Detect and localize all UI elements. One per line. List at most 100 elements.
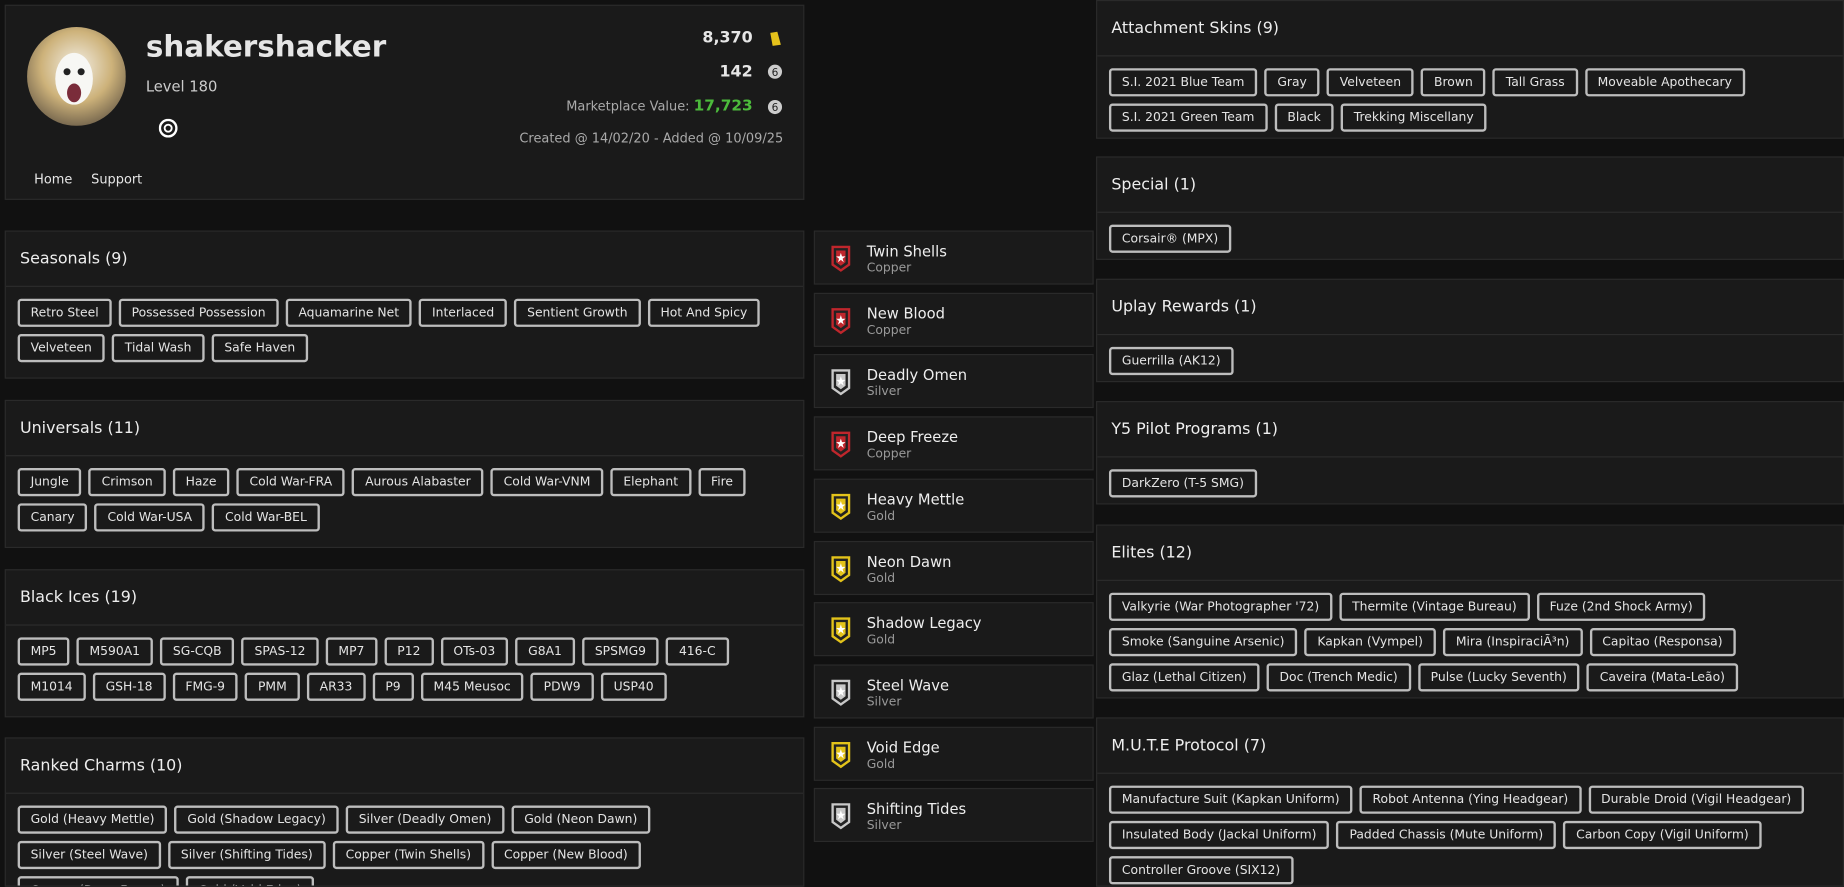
rank-card: Shadow Legacy Gold — [813, 602, 1094, 657]
rank-icon — [831, 617, 851, 644]
section-title: Y5 Pilot Programs (1) — [1097, 402, 1843, 458]
chip: Brown — [1421, 68, 1486, 97]
chip: Crimson — [88, 468, 166, 497]
rank-icon — [831, 369, 851, 396]
svg-text:6: 6 — [772, 67, 779, 79]
chip-list: Guerrilla (AK12) — [1097, 335, 1843, 381]
chip: Corsair® (MPX) — [1108, 224, 1232, 253]
chip: Pulse (Lucky Seventh) — [1417, 663, 1580, 692]
rank-icon — [831, 307, 851, 334]
chip: Moveable Apothecary — [1584, 68, 1745, 97]
chip: Robot Antenna (Ying Headgear) — [1359, 785, 1582, 814]
renown-icon — [770, 31, 781, 46]
section-panel: M.U.T.E Protocol (7) Manufacture Suit (Ka… — [1096, 717, 1844, 887]
section-title: Elites (12) — [1097, 526, 1843, 581]
chip: Kapkan (Vympel) — [1304, 627, 1436, 657]
rank-name: Steel Wave — [866, 676, 950, 694]
chip: P12 — [384, 637, 434, 666]
rank-tier: Gold — [866, 570, 896, 586]
rank-icon — [831, 679, 851, 706]
rank-name: Heavy Mettle — [866, 490, 965, 508]
chip: Durable Droid (Vigil Headgear) — [1588, 785, 1805, 814]
rank-tier: Copper — [866, 446, 912, 462]
chip: Glaz (Lethal Citizen) — [1108, 663, 1260, 692]
section-panel: Special (1) Corsair® (MPX) — [1096, 156, 1844, 260]
rank-card: Void Edge Gold — [813, 726, 1094, 781]
chip: Doc (Trench Medic) — [1266, 663, 1411, 692]
section-title: Special (1) — [1097, 158, 1843, 213]
chip: FMG-9 — [172, 672, 238, 701]
svg-text:6: 6 — [772, 102, 779, 114]
chip: Fire — [698, 468, 746, 497]
chip-list: Manufacture Suit (Kapkan Uniform) Robot A… — [1097, 774, 1843, 886]
chip: Gold (Void Edge) — [185, 876, 315, 886]
chip: M45 Meusoc — [420, 672, 524, 701]
section-panel: Seasonals (9) Retro Steel Possessed Posses… — [4, 230, 805, 379]
chip: Silver (Shifting Tides) — [167, 840, 326, 870]
chip: DarkZero (T-5 SMG) — [1108, 469, 1257, 498]
rank-icon — [831, 431, 851, 458]
chip: Tall Grass — [1492, 68, 1578, 97]
chip: Black — [1274, 103, 1334, 132]
chip: PDW9 — [530, 672, 594, 701]
chip: Haze — [172, 468, 230, 497]
chip: Valkyrie (War Photographer '72) — [1108, 592, 1333, 621]
chip: Guerrilla (AK12) — [1108, 346, 1234, 376]
chip: GSH-18 — [92, 672, 166, 701]
nav-link[interactable]: Home — [34, 171, 73, 187]
chip: Copper (Twin Shells) — [332, 840, 484, 870]
rank-icon — [831, 803, 851, 830]
chip: Sentient Growth — [514, 298, 641, 327]
chip: Canary — [17, 503, 88, 532]
rank-name: Deep Freeze — [866, 428, 959, 446]
chip: Interlaced — [419, 298, 508, 327]
chip: SPSMG9 — [581, 637, 659, 666]
rank-name: Shadow Legacy — [866, 614, 982, 632]
rank-icon — [831, 493, 851, 520]
rank-name: New Blood — [866, 304, 945, 322]
chip: Mira (InspiraciÃ³n) — [1442, 627, 1583, 657]
rank-card: Twin Shells Copper — [813, 230, 1094, 285]
rank-tier: Silver — [866, 694, 902, 709]
chip: Gold (Neon Dawn) — [511, 805, 651, 834]
chip: S.I. 2021 Blue Team — [1108, 68, 1258, 97]
chip: MP5 — [17, 637, 70, 666]
rank-name: Twin Shells — [866, 242, 947, 260]
section-title: Black Ices (19) — [5, 570, 804, 626]
avatar — [27, 27, 126, 126]
profile-panel: shakershacker Level 180 8,370 142 6 Mark… — [4, 4, 805, 200]
rank-tier: Gold — [866, 632, 896, 648]
section-panel: Ranked Charms (10) Gold (Heavy Mettle) Gol… — [4, 737, 805, 887]
chip: Controller Groove (SIX12) — [1108, 856, 1294, 885]
chip: Fuze (2nd Shock Army) — [1536, 592, 1706, 621]
credits-icon: 6 — [767, 99, 783, 114]
chip: Retro Steel — [17, 298, 112, 327]
nav-link[interactable]: Support — [91, 171, 143, 187]
chip: Cold War-VNM — [490, 468, 604, 497]
chip: Smoke (Sanguine Arsenic) — [1108, 627, 1298, 657]
section-panel: Y5 Pilot Programs (1) DarkZero (T-5 SMG) — [1096, 401, 1844, 505]
chip: G8A1 — [515, 637, 575, 666]
rank-card: Deadly Omen Silver — [813, 354, 1094, 409]
chip: P9 — [372, 672, 414, 701]
chip-list: S.I. 2021 Blue Team Gray Velveteen Brown Tal… — [1097, 56, 1843, 137]
dates: Created @ 14/02/20 - Added @ 10/09/25 — [519, 130, 784, 146]
chip: Elephant — [610, 468, 691, 497]
chip: PMM — [245, 672, 300, 701]
chip-list: Corsair® (MPX) — [1097, 213, 1843, 259]
chip: SPAS-12 — [241, 637, 319, 666]
ubisoft-icon — [158, 118, 178, 138]
rank-card: Neon Dawn Gold — [813, 540, 1094, 595]
rank-tier: Gold — [866, 508, 896, 524]
chip: Silver (Deadly Omen) — [345, 805, 505, 834]
chip-list: Valkyrie (War Photographer '72) Thermite … — [1097, 581, 1843, 697]
chip-list: Gold (Heavy Mettle) Gold (Shadow Legacy) S… — [6, 794, 803, 886]
chip: Cold War-USA — [94, 503, 206, 532]
marketplace-value: 17,723 — [693, 97, 753, 116]
chip: Copper (New Blood) — [491, 840, 641, 870]
chip: Hot And Spicy — [647, 298, 761, 327]
section-title: Ranked Charms (10) — [5, 739, 804, 794]
section-title: Attachment Skins (9) — [1097, 1, 1843, 57]
rank-icon — [831, 555, 851, 582]
